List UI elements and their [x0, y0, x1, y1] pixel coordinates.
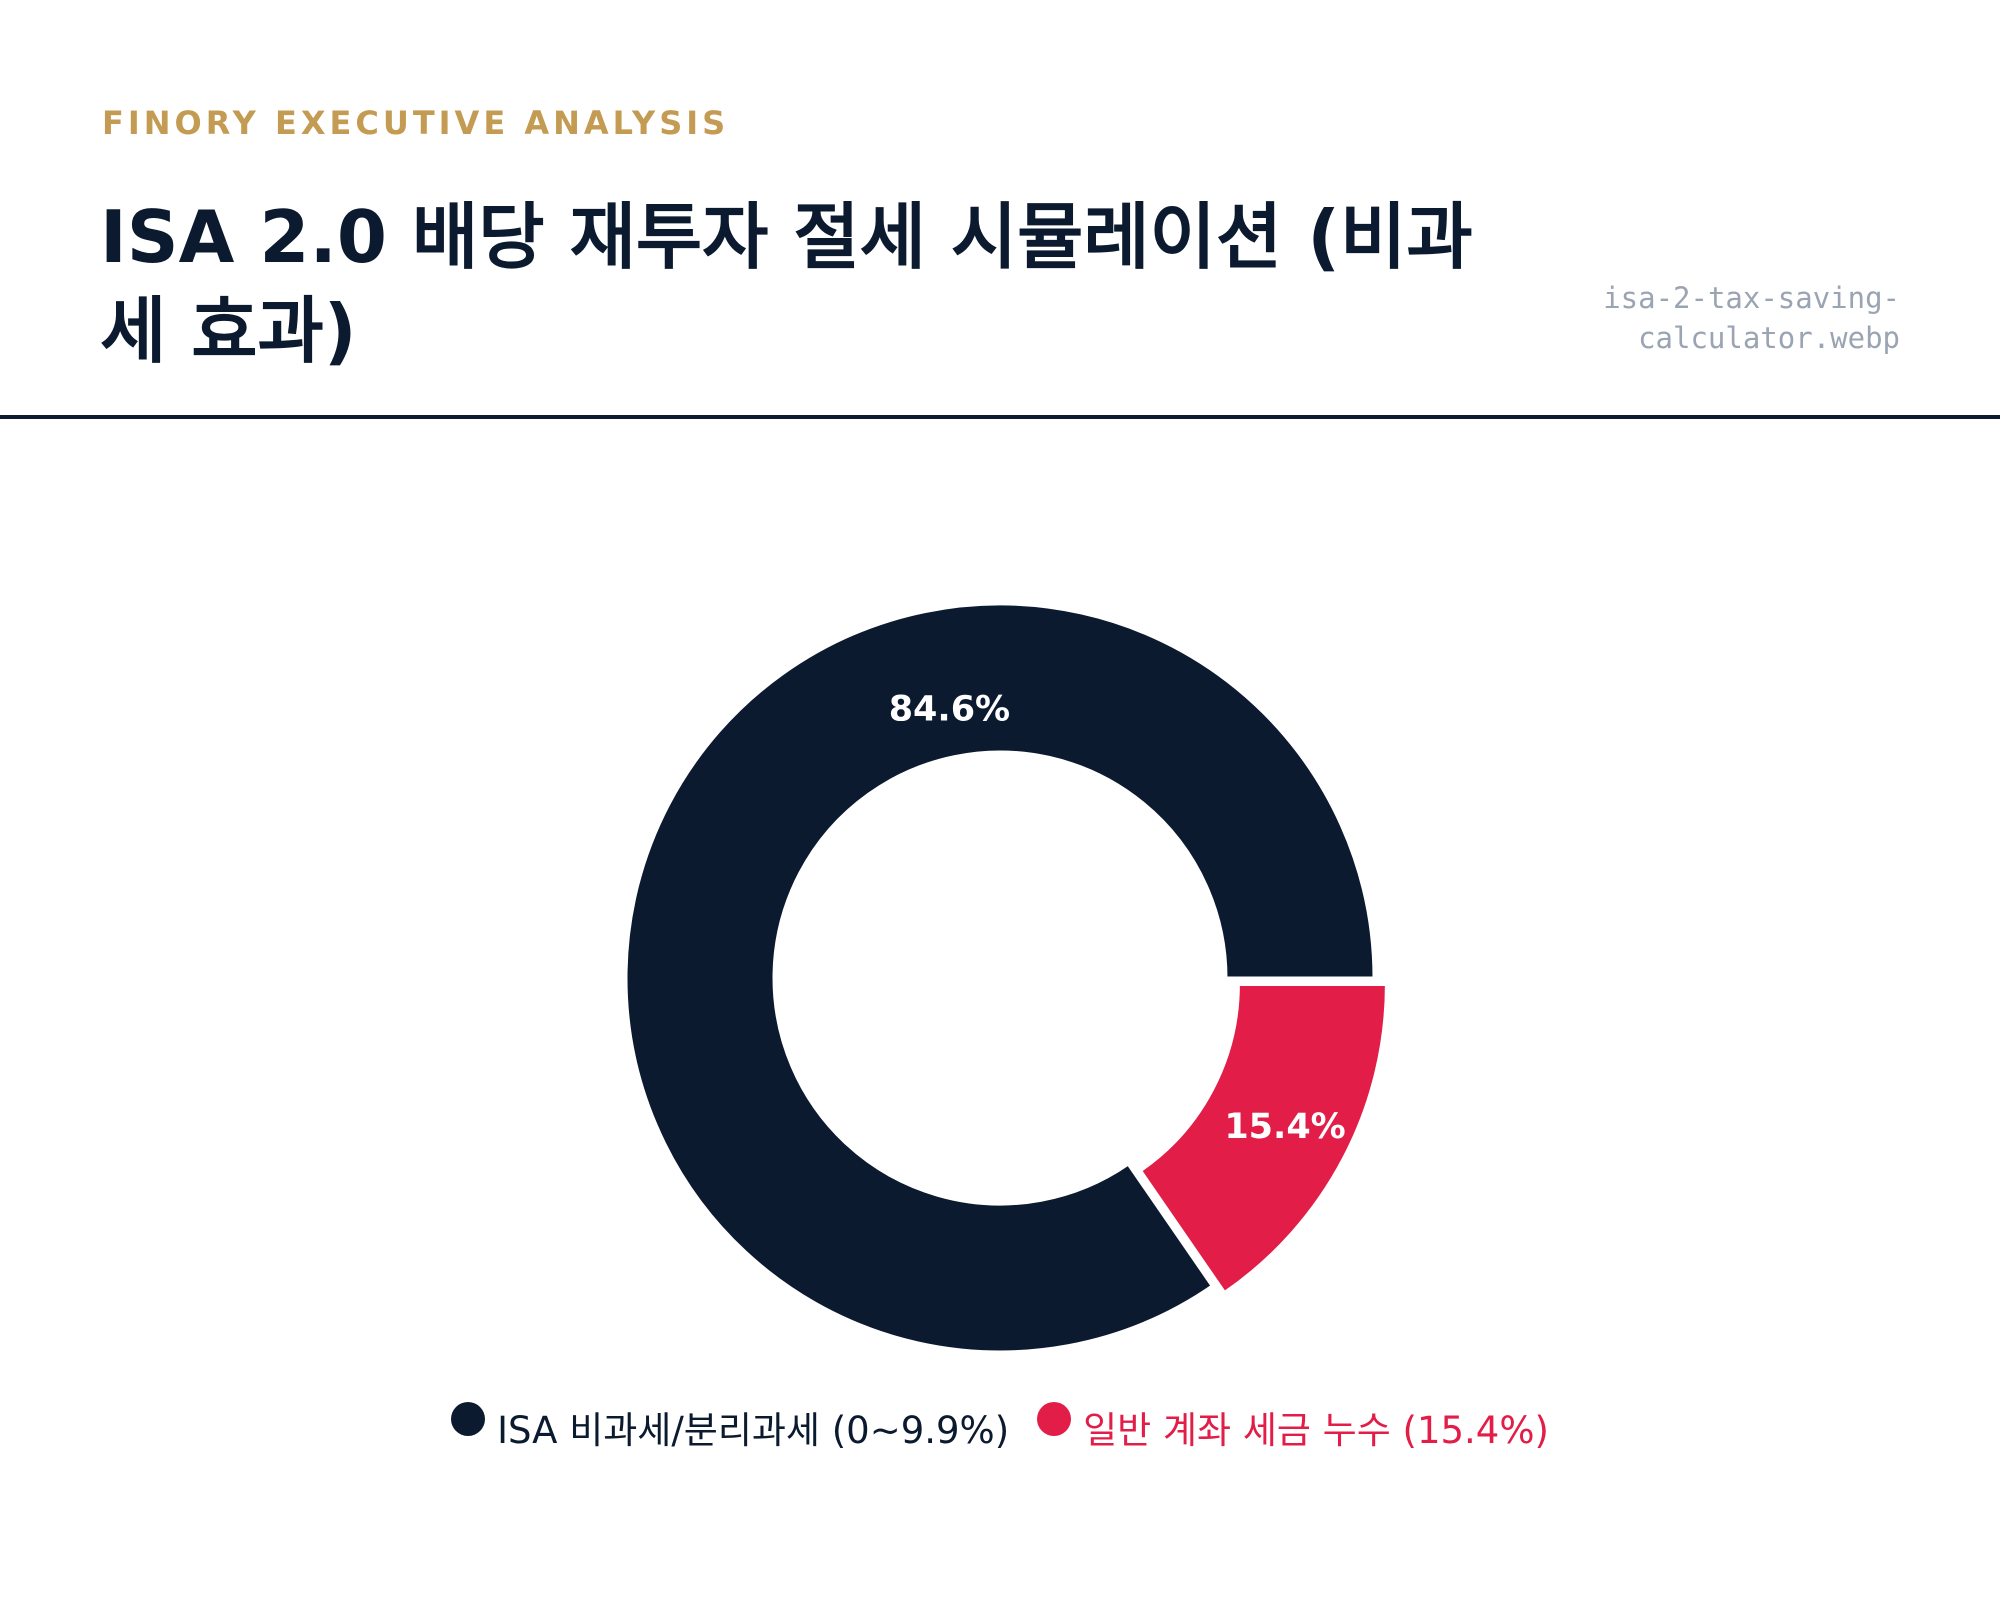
legend-swatch-1 [451, 1402, 486, 1436]
legend-item-1: ISA 비과세/분리과세 (0~9.9%) [451, 1398, 1009, 1458]
header-divider [0, 415, 2000, 419]
legend-item-2: 일반 계좌 세금 누수 (15.4%) [1037, 1398, 1549, 1458]
donut-slice-1 [624, 602, 1376, 1354]
slice-data-label-1: 84.6% [889, 690, 1010, 730]
page-title: ISA 2.0 배당 재투자 절세 시뮬레이션 (비과세 효과) [100, 195, 1473, 373]
legend-label-1: ISA 비과세/분리과세 (0~9.9%) [497, 1409, 1010, 1452]
legend-swatch-2 [1037, 1402, 1072, 1436]
filename-line-1: isa-2-tax-saving- [1603, 281, 1900, 315]
filename-label: isa-2-tax-saving- calculator.webp [1603, 278, 1900, 358]
donut-slice-2 [1138, 983, 1388, 1295]
legend-label-2: 일반 계좌 세금 누수 (15.4%) [1083, 1409, 1549, 1452]
filename-line-2: calculator.webp [1638, 321, 1900, 355]
chart-legend: ISA 비과세/분리과세 (0~9.9%) 일반 계좌 세금 누수 (15.4%) [0, 1398, 2000, 1458]
slice-data-label-2: 15.4% [1224, 1107, 1345, 1147]
kicker-label: FINORY EXECUTIVE ANALYSIS [102, 104, 730, 142]
